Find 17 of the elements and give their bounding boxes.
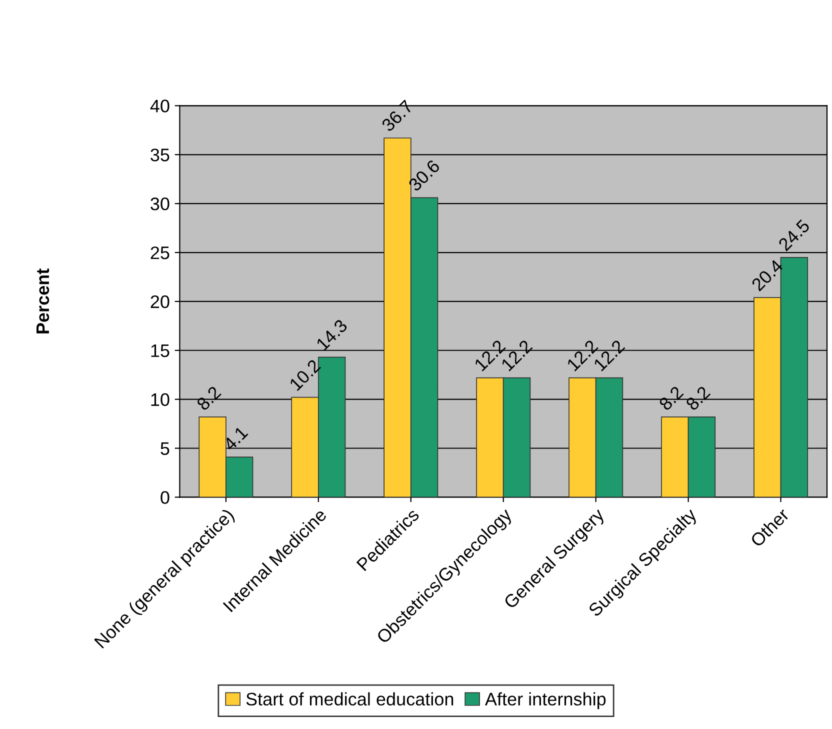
y-tick-label: 20 [150,295,170,308]
y-tick-label: 40 [150,100,170,112]
data-label: 8.2 [685,385,711,412]
y-tick-label: 0 [160,491,170,504]
y-tick-label: 15 [151,344,170,358]
y-tick-label: 35 [150,148,170,162]
data-label: 8.2 [196,385,222,412]
y-axis-title: Percent [36,268,50,334]
data-label: 30.6 [408,159,441,192]
data-label: 8.2 [658,385,684,412]
legend-label: After internship [484,692,606,710]
data-label: 4.1 [222,426,248,452]
y-tick-label: 5 [160,442,170,455]
y-tick-label: 10 [151,393,170,406]
y-tick-label: 25 [150,246,170,260]
legend-label: Start of medical education [246,692,454,706]
y-tick-label: 30 [150,198,170,210]
